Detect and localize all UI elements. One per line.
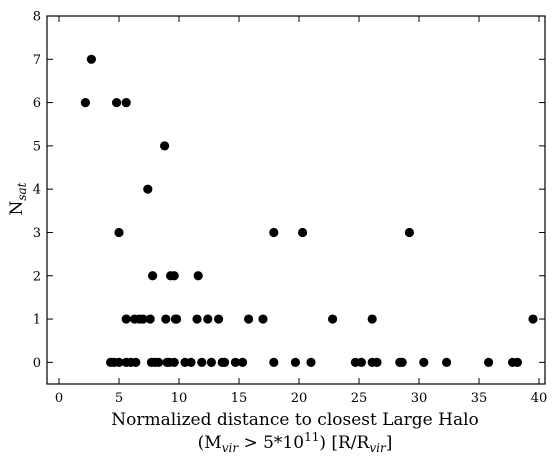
data-point: [81, 98, 90, 107]
y-tick-label: 5: [33, 139, 41, 154]
data-point: [269, 228, 278, 237]
y-tick-label: 3: [33, 226, 41, 241]
data-point: [306, 358, 315, 367]
x-tick-label: 15: [231, 391, 248, 406]
plot-frame: [47, 16, 545, 384]
data-point: [513, 358, 522, 367]
y-tick-label: 8: [33, 10, 41, 25]
x-tick-label: 20: [291, 391, 308, 406]
data-point: [170, 271, 179, 280]
x-axis-label-line1: Normalized distance to closest Large Hal…: [111, 410, 479, 430]
data-point: [154, 358, 163, 367]
data-point: [368, 314, 377, 323]
data-point: [197, 358, 206, 367]
data-point: [291, 358, 300, 367]
data-point: [298, 228, 307, 237]
data-point: [214, 314, 223, 323]
y-tick-label: 1: [33, 313, 41, 328]
data-point: [122, 98, 131, 107]
data-point: [122, 314, 131, 323]
data-point: [192, 314, 201, 323]
data-points: [81, 55, 538, 367]
data-point: [528, 314, 537, 323]
data-point: [357, 358, 366, 367]
data-point: [172, 314, 181, 323]
data-point: [160, 141, 169, 150]
data-point: [161, 314, 170, 323]
x-tick-label: 30: [411, 391, 428, 406]
data-point: [244, 314, 253, 323]
axis-ticks: 0 5 10 15 20 25 30 35 40 0 1 2 3 4 5 6 7 8: [33, 10, 548, 407]
data-point: [207, 358, 216, 367]
data-point: [186, 358, 195, 367]
data-point: [87, 55, 96, 64]
data-point: [419, 358, 428, 367]
y-tick-label: 6: [33, 96, 41, 111]
x-tick-label: 0: [55, 391, 63, 406]
x-tick-label: 10: [171, 391, 188, 406]
x-tick-label: 25: [351, 391, 368, 406]
data-point: [258, 314, 267, 323]
y-tick-label: 2: [33, 269, 41, 284]
data-point: [146, 314, 155, 323]
data-point: [405, 228, 414, 237]
x-tick-label: 5: [115, 391, 123, 406]
data-point: [148, 271, 157, 280]
data-point: [143, 185, 152, 194]
y-tick-label: 7: [33, 53, 41, 68]
data-point: [112, 98, 121, 107]
data-point: [484, 358, 493, 367]
data-point: [114, 228, 123, 237]
data-point: [442, 358, 451, 367]
x-tick-label: 35: [471, 391, 488, 406]
data-point: [170, 358, 179, 367]
data-point: [238, 358, 247, 367]
data-point: [220, 358, 229, 367]
data-point: [372, 358, 381, 367]
y-tick-label: 0: [33, 356, 41, 371]
data-point: [194, 271, 203, 280]
x-tick-label: 40: [531, 391, 548, 406]
data-point: [328, 314, 337, 323]
data-point: [131, 358, 140, 367]
data-point: [203, 314, 212, 323]
y-tick-label: 4: [33, 183, 41, 198]
x-axis-label-line2: (Mvir > 5*1011) [R/Rvir]: [198, 430, 393, 455]
data-point: [269, 358, 278, 367]
y-axis-label: Nsat: [7, 182, 29, 215]
data-point: [398, 358, 407, 367]
